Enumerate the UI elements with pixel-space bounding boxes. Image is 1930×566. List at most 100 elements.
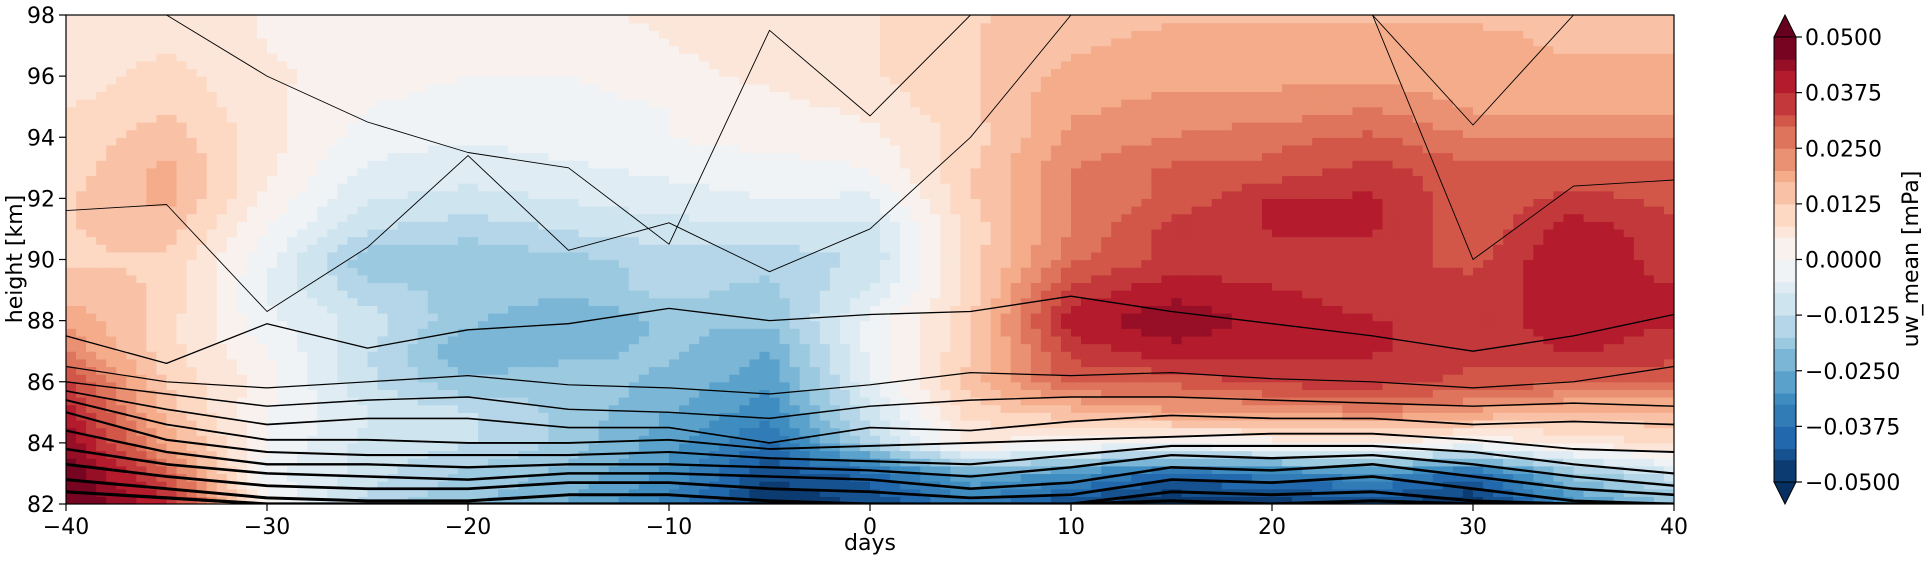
contour-cell [146, 351, 158, 360]
contour-cell [1493, 496, 1504, 504]
contour-cell [1432, 282, 1444, 291]
contour-cell [608, 473, 620, 482]
contour-cell [1060, 465, 1072, 475]
contour-cell [799, 320, 811, 329]
contour-cell [950, 290, 962, 299]
contour-cell [1211, 381, 1223, 390]
contour-cell [638, 351, 650, 360]
contour-cell [498, 442, 509, 452]
contour-cell [779, 351, 791, 360]
contour-cell [729, 458, 740, 467]
contour-cell [1342, 465, 1353, 475]
contour-cell [206, 458, 218, 467]
contour-cell [749, 465, 761, 475]
contour-cell [759, 397, 771, 406]
contour-cell [1282, 274, 1293, 284]
contour-cell [849, 267, 861, 276]
contour-cell [156, 351, 168, 360]
contour-cell [347, 358, 359, 368]
contour-cell [940, 465, 951, 475]
contour-cell [427, 282, 439, 291]
contour-cell [910, 435, 921, 444]
contour-cell [618, 274, 630, 284]
contour-cell [669, 404, 680, 413]
contour-cell [749, 404, 761, 413]
contour-cell [1251, 481, 1263, 490]
contour-cell [1432, 312, 1444, 322]
contour-cell [849, 435, 861, 444]
contour-cell [729, 450, 740, 459]
contour-cell [658, 351, 670, 360]
contour-cell [1131, 435, 1142, 444]
contour-cell [829, 458, 841, 467]
contour-cell [870, 335, 881, 345]
contour-cell [1653, 465, 1665, 475]
contour-cell [1422, 427, 1434, 436]
contour-cell [1231, 358, 1243, 368]
contour-cell [1221, 351, 1233, 360]
contour-cell [407, 458, 419, 467]
contour-cell [940, 351, 951, 360]
contour-cell [1342, 358, 1353, 368]
contour-cell [106, 473, 117, 482]
contour-cell [839, 481, 851, 490]
contour-cell [628, 419, 640, 429]
contour-cell [377, 397, 389, 406]
contour-cell [900, 442, 911, 452]
contour-cell [1613, 282, 1625, 291]
contour-cell [387, 282, 399, 291]
contour-cell [518, 473, 529, 482]
contour-cell [236, 442, 248, 452]
contour-cell [1523, 481, 1534, 490]
contour-cell [1010, 290, 1022, 299]
contour-cell [558, 496, 570, 504]
contour-cell [920, 274, 931, 284]
contour-cell [719, 442, 730, 452]
contour-cell [1101, 274, 1112, 284]
contour-cell [658, 312, 670, 322]
contour-cell [799, 305, 811, 314]
contour-cell [638, 442, 650, 452]
contour-cell [910, 335, 921, 345]
contour-cell [618, 450, 630, 459]
contour-cell [1483, 305, 1494, 314]
contour-cell [1593, 389, 1605, 398]
contour-cell [1653, 274, 1665, 284]
contour-cell [116, 450, 127, 459]
contour-cell [86, 343, 97, 352]
contour-cell [759, 267, 771, 276]
contour-cell [1201, 427, 1213, 436]
contour-cell [1292, 312, 1303, 322]
contour-cell [126, 389, 137, 398]
contour-cell [628, 328, 640, 337]
contour-cell [246, 282, 258, 291]
contour-cell [1282, 404, 1293, 413]
contour-cell [206, 397, 218, 406]
contour-cell [1613, 458, 1625, 467]
contour-cell [980, 343, 992, 352]
contour-cell [1322, 267, 1333, 276]
contour-cell [297, 481, 308, 490]
contour-cell [357, 427, 369, 436]
contour-cell [1563, 488, 1575, 497]
contour-cell [1493, 320, 1504, 329]
contour-cell [1513, 458, 1524, 467]
contour-cell [1131, 412, 1142, 421]
contour-cell [236, 305, 248, 314]
contour-cell [166, 259, 178, 268]
contour-cell [930, 305, 941, 314]
contour-cell [568, 397, 580, 406]
contour-cell [196, 465, 208, 475]
contour-cell [1452, 412, 1464, 421]
contour-cell [1452, 465, 1464, 475]
contour-cell [1422, 312, 1434, 322]
contour-cell [1442, 358, 1454, 368]
contour-cell [960, 473, 972, 482]
contour-cell [277, 381, 288, 390]
contour-cell [1613, 290, 1625, 299]
contour-cell [648, 397, 660, 406]
contour-cell [498, 435, 509, 444]
contour-cell [1362, 274, 1374, 284]
contour-cell [930, 374, 941, 383]
contour-cell [1071, 389, 1082, 398]
